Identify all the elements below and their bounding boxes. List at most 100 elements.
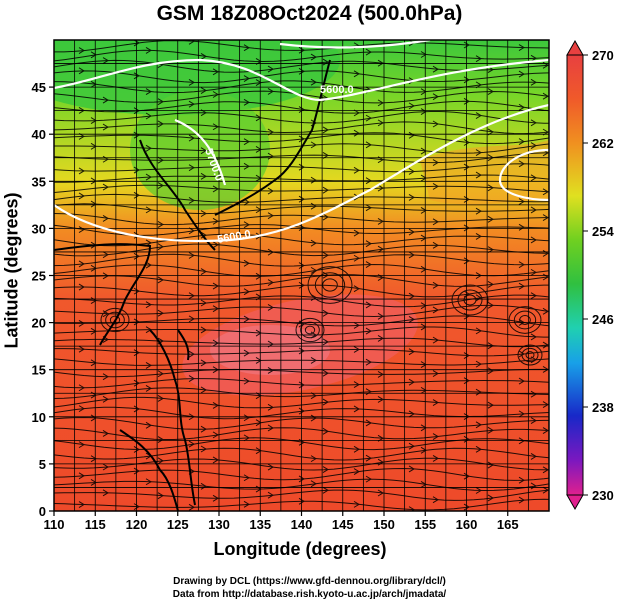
streamline-arrow [298,381,305,389]
streamline-arrow [188,79,195,86]
streamline-arrow [408,228,415,236]
streamline-arrow [365,48,372,56]
streamline-arrow [530,142,537,150]
streamline-arrow [90,264,97,272]
streamline-arrow [298,281,305,289]
streamline-arrow [377,217,384,225]
streamline-arrow [212,339,219,347]
x-axis-label: Longitude (degrees) [213,539,387,559]
streamline-arrow [310,176,317,184]
streamline-arrow [420,302,427,310]
streamline-arrow [157,370,164,378]
streamline-arrow [157,276,164,284]
streamline-arrow [255,79,262,86]
streamline-arrow [200,359,207,367]
streamline-arrow [78,345,85,353]
streamline-arrow [365,358,372,366]
streamline-arrow [518,496,525,504]
streamline-arrow [157,436,164,443]
colorbar-tick-label: 230 [592,488,614,503]
streamline-arrow [475,149,482,157]
height-contours [54,40,549,243]
streamline-arrow [542,466,549,474]
streamline-arrow [78,501,85,508]
streamline-arrow [310,141,317,149]
streamline-arrow [267,424,274,432]
streamline-arrow [420,174,427,182]
y-tick-label: 45 [32,80,46,95]
x-tick-label: 150 [373,517,395,532]
streamline [54,263,549,277]
streamline-arrow [475,232,482,240]
streamline-arrow [298,407,305,415]
streamline [54,80,549,94]
streamline-arrow [157,395,164,402]
streamline-arrow [133,405,140,413]
streamline-arrow [432,218,439,226]
streamline-arrow [78,192,85,200]
colorbar-top-arrow [566,39,584,56]
streamline-arrow [322,213,329,221]
streamline-arrow [243,75,250,82]
streamline-arrow [353,129,360,137]
streamline-arrow [255,419,262,427]
streamline-arrow [255,485,262,493]
streamline-arrow [157,221,164,228]
streamline-arrow [102,96,109,104]
streamline-arrow [212,217,219,225]
colorbar-tick-label: 262 [592,136,614,151]
streamline-arrow [542,307,549,315]
streamline-arrow [78,384,85,392]
streamline-arrow [432,182,439,190]
streamline-arrow [322,338,329,346]
streamline-arrow [542,486,549,494]
streamline-arrow [243,288,250,296]
streamline-arrow [212,123,219,131]
streamline-arrow [432,454,439,462]
colorbar-tick-label: 238 [592,400,614,415]
streamline-arrow [90,327,97,335]
streamline-arrow [353,285,360,293]
y-tick-label: 25 [32,269,46,284]
streamline-arrow [255,392,262,400]
streamline-arrow [475,112,482,119]
streamline-arrow [267,403,274,411]
streamline-arrow [487,494,494,502]
streamline-arrow [133,379,140,387]
streamline-arrow [420,108,427,116]
streamline-arrow [475,487,482,494]
streamline-arrow [365,240,372,248]
streamline-arrow [408,348,415,356]
x-tick-label: 165 [497,517,519,532]
streamline-arrow [322,126,329,134]
streamline-arrow [408,465,415,473]
streamline-arrow [353,500,360,508]
streamline-arrow [200,445,207,453]
streamline-arrow [432,306,439,314]
streamline-arrow [200,210,207,217]
streamline-arrow [353,321,360,329]
streamline-arrow [243,98,250,106]
streamline-arrow [408,102,415,110]
chart-title: GSM 18Z08Oct2024 (500.0hPa) [156,2,463,25]
streamline [54,121,549,135]
streamline-arrow [487,280,494,288]
streamline-arrow [102,463,109,471]
streamline-arrow [487,367,494,375]
streamline-arrow [298,106,305,113]
colorbar-bottom-arrow [566,494,584,511]
streamline-arrow [145,384,152,392]
streamline-arrow [518,70,525,78]
streamline-arrow [408,378,415,386]
streamline-arrow [102,489,109,497]
streamline [54,489,549,501]
streamline-arrow [188,100,195,108]
streamline-arrow [408,410,415,418]
eddy-circulation [451,284,489,316]
streamline-arrow [145,88,152,96]
streamline-arrow [432,93,439,101]
streamline-arrow [432,433,439,440]
streamline-arrow [90,80,97,88]
streamline-arrow [420,234,427,242]
streamline-arrow [188,350,195,358]
